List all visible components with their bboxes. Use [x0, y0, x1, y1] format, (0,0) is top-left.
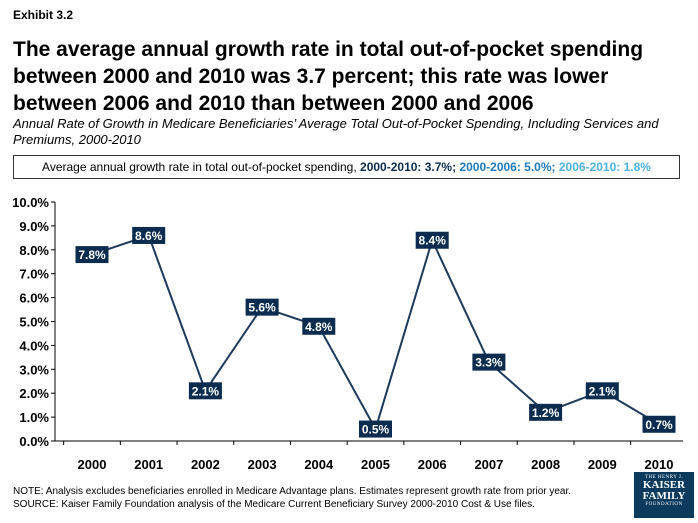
data-label-box — [245, 298, 279, 316]
y-tick-label: 2.0% — [19, 386, 49, 401]
notes: NOTE: Analysis excludes beneficiaries en… — [13, 485, 613, 511]
x-tick-label: 2006 — [418, 457, 447, 472]
x-tick-label: 2007 — [474, 457, 503, 472]
logo-line-2: KAISER — [642, 479, 686, 491]
summary-box: Average annual growth rate in total out-… — [13, 155, 680, 179]
data-label-box — [585, 382, 619, 400]
data-label: 0.7% — [645, 418, 673, 432]
data-label-box — [188, 382, 222, 400]
x-tick-label: 2008 — [531, 457, 560, 472]
x-tick-label: 2004 — [304, 457, 334, 472]
chart-title: The average annual growth rate in total … — [13, 38, 644, 115]
kff-logo: THE HENRY J. KAISER FAMILY FOUNDATION — [634, 472, 694, 518]
y-tick-label: 10.0% — [12, 195, 49, 210]
data-label: 4.8% — [305, 320, 333, 334]
y-tick-label: 4.0% — [19, 338, 49, 353]
summary-rate-2006-2010: 2006-2010: 1.8% — [558, 160, 651, 174]
data-label: 2.1% — [589, 384, 617, 398]
y-tick-label: 5.0% — [19, 315, 49, 330]
data-label: 2.1% — [192, 384, 220, 398]
chart-subtitle: Annual Rate of Growth in Medicare Benefi… — [13, 116, 659, 147]
summary-rate-2000-2006: 2000-2006: 5.0%; — [459, 160, 556, 174]
data-label: 8.4% — [419, 234, 447, 248]
exhibit-label: Exhibit 3.2 — [13, 8, 74, 22]
y-tick-label: 3.0% — [19, 362, 49, 377]
data-label: 7.8% — [78, 248, 106, 262]
data-label: 3.3% — [475, 356, 503, 370]
x-tick-label: 2009 — [588, 457, 617, 472]
data-label-box — [132, 226, 166, 244]
y-tick-label: 6.0% — [19, 291, 49, 306]
x-tick-label: 2000 — [78, 457, 107, 472]
data-label-box — [75, 246, 109, 264]
y-tick-label: 0.0% — [19, 434, 49, 449]
data-label-box — [529, 403, 563, 421]
data-label-box — [642, 415, 676, 433]
source-text: SOURCE: Kaiser Family Foundation analysi… — [13, 499, 535, 510]
data-label-box — [472, 353, 506, 371]
summary-rate-2000-2010: 2000-2010: 3.7%; — [360, 160, 457, 174]
data-label-box — [302, 317, 336, 335]
data-label-box — [359, 420, 392, 438]
y-tick-label: 1.0% — [19, 410, 49, 425]
summary-prefix: Average annual growth rate in total out-… — [42, 160, 357, 174]
logo-line-1: THE HENRY J. — [644, 475, 684, 480]
note-text: NOTE: Analysis excludes beneficiaries en… — [13, 486, 572, 497]
x-tick-label: 2010 — [645, 457, 674, 472]
data-label: 1.2% — [532, 406, 560, 420]
data-label: 8.6% — [135, 229, 163, 243]
logo-line-4: FOUNDATION — [645, 502, 683, 507]
data-label: 5.6% — [248, 301, 276, 315]
x-tick-label: 2003 — [248, 457, 277, 472]
series-line — [91, 234, 660, 432]
y-tick-label: 7.0% — [19, 267, 49, 282]
x-tick-label: 2005 — [361, 457, 390, 472]
x-tick-label: 2001 — [134, 457, 163, 472]
logo-line-3: FAMILY — [642, 490, 686, 502]
y-tick-label: 9.0% — [19, 219, 49, 234]
y-tick-label: 8.0% — [19, 243, 49, 258]
data-label-box — [415, 231, 449, 249]
data-label: 0.5% — [362, 423, 390, 437]
x-tick-label: 2002 — [191, 457, 220, 472]
